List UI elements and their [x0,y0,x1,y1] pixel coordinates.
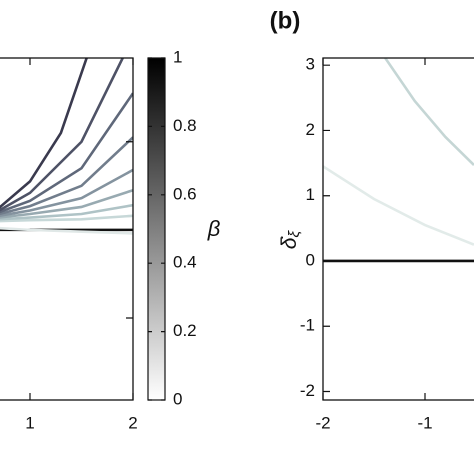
y-axis-label: δ̇ξ [278,230,303,250]
y-axis-label-main: δ̇ [278,236,301,250]
curve [0,58,88,209]
y-tick-label: -1 [300,316,315,335]
colorbar [147,57,166,401]
curve [0,188,133,219]
curve [384,58,474,166]
colorbar-tick-label: 0.2 [173,321,197,340]
panel-label: (b) [270,7,301,34]
y-tick-label: -2 [300,381,315,400]
curve [0,203,133,221]
colorbar-tick-label: 0.4 [173,253,197,272]
colorbar-tick-label: 0.8 [173,116,197,135]
curve [0,136,133,216]
plot-area [0,58,133,235]
colorbar-tick-label: 0.6 [173,184,197,203]
y-tick-label: 2 [306,120,315,139]
colorbar-label: β [207,216,221,241]
curve [0,58,124,212]
x-tick-label: 1 [25,413,34,432]
curve [323,165,474,246]
plot-frame [0,57,134,401]
curve [0,214,133,223]
x-tick-label: -1 [417,413,432,432]
y-tick-label: 0 [306,250,315,269]
x-tick-label: 2 [128,413,137,432]
colorbar-tick-label: 1 [173,47,182,66]
colorbar-tick-label: 0 [173,389,182,408]
x-tick-label: -2 [315,413,330,432]
curve [0,92,133,214]
y-axis-label-sub: ξ [286,230,303,238]
curve [0,168,133,217]
plot-area [323,58,474,263]
curve [0,226,133,235]
y-tick-label: 1 [306,185,315,204]
plot-frame [322,57,474,401]
y-tick-label: 3 [306,55,315,74]
